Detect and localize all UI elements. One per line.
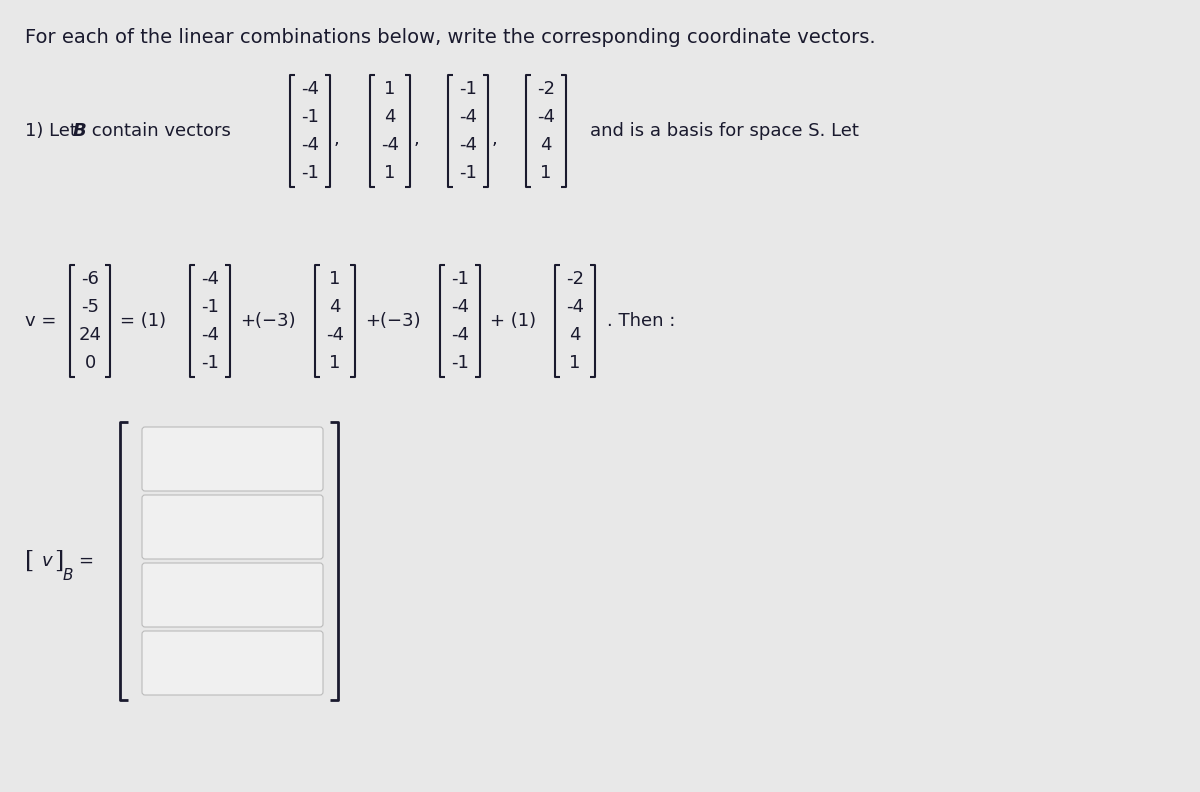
Text: ]: ] bbox=[54, 550, 64, 573]
Text: contain vectors: contain vectors bbox=[86, 122, 230, 140]
Text: -1: -1 bbox=[301, 164, 319, 182]
Text: +(−3): +(−3) bbox=[240, 312, 295, 330]
Text: -4: -4 bbox=[538, 108, 554, 126]
Text: ,: , bbox=[334, 130, 340, 148]
Text: v =: v = bbox=[25, 312, 56, 330]
Text: -2: -2 bbox=[566, 270, 584, 288]
Text: 0: 0 bbox=[84, 354, 96, 372]
Text: + (1): + (1) bbox=[490, 312, 536, 330]
Text: -4: -4 bbox=[301, 80, 319, 98]
Text: -4: -4 bbox=[202, 270, 220, 288]
Text: 1) Let: 1) Let bbox=[25, 122, 83, 140]
Text: ,: , bbox=[492, 130, 498, 148]
Text: . Then :: . Then : bbox=[607, 312, 676, 330]
Text: -1: -1 bbox=[460, 80, 476, 98]
Text: -4: -4 bbox=[566, 298, 584, 316]
Text: 1: 1 bbox=[329, 354, 341, 372]
Text: -1: -1 bbox=[301, 108, 319, 126]
Text: -4: -4 bbox=[382, 136, 398, 154]
Text: 1: 1 bbox=[329, 270, 341, 288]
Text: 4: 4 bbox=[384, 108, 396, 126]
Text: -4: -4 bbox=[451, 298, 469, 316]
FancyBboxPatch shape bbox=[142, 563, 323, 627]
Text: and is a basis for space S. Let: and is a basis for space S. Let bbox=[590, 122, 859, 140]
Text: 1: 1 bbox=[384, 80, 396, 98]
FancyBboxPatch shape bbox=[142, 427, 323, 491]
Text: 4: 4 bbox=[329, 298, 341, 316]
Text: -5: -5 bbox=[82, 298, 98, 316]
Text: 1: 1 bbox=[569, 354, 581, 372]
Text: B: B bbox=[64, 568, 73, 582]
FancyBboxPatch shape bbox=[142, 631, 323, 695]
Text: -1: -1 bbox=[451, 270, 469, 288]
Text: 24: 24 bbox=[78, 326, 102, 344]
FancyBboxPatch shape bbox=[142, 495, 323, 559]
Text: -4: -4 bbox=[458, 108, 478, 126]
Text: -1: -1 bbox=[202, 298, 218, 316]
Text: 4: 4 bbox=[540, 136, 552, 154]
Text: -6: -6 bbox=[82, 270, 98, 288]
Text: -4: -4 bbox=[326, 326, 344, 344]
Text: +(−3): +(−3) bbox=[365, 312, 421, 330]
Text: [: [ bbox=[25, 550, 35, 573]
Text: -4: -4 bbox=[301, 136, 319, 154]
Text: -2: -2 bbox=[538, 80, 554, 98]
Text: 1: 1 bbox=[384, 164, 396, 182]
Text: = (1): = (1) bbox=[120, 312, 166, 330]
Text: B: B bbox=[73, 122, 86, 140]
Text: -4: -4 bbox=[451, 326, 469, 344]
Text: -1: -1 bbox=[202, 354, 218, 372]
Text: -4: -4 bbox=[202, 326, 220, 344]
Text: ,: , bbox=[414, 130, 420, 148]
Text: 4: 4 bbox=[569, 326, 581, 344]
Text: -4: -4 bbox=[458, 136, 478, 154]
Text: 1: 1 bbox=[540, 164, 552, 182]
Text: -1: -1 bbox=[451, 354, 469, 372]
Text: v: v bbox=[42, 552, 53, 570]
Text: For each of the linear combinations below, write the corresponding coordinate ve: For each of the linear combinations belo… bbox=[25, 28, 876, 47]
Text: =: = bbox=[78, 552, 94, 570]
Text: -1: -1 bbox=[460, 164, 476, 182]
